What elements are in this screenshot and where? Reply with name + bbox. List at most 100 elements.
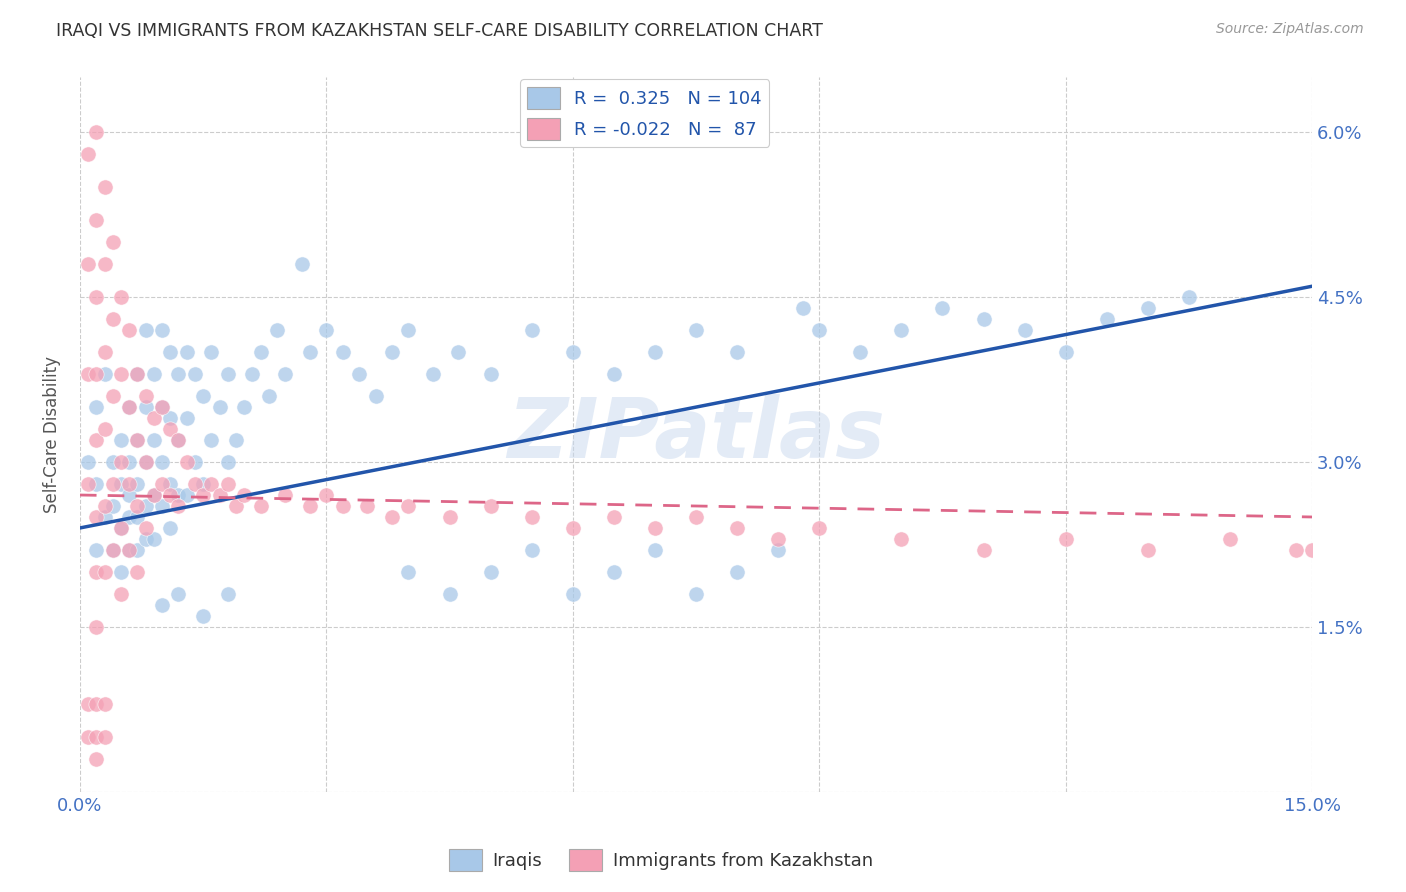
Point — [332, 345, 354, 359]
Point — [118, 323, 141, 337]
Point — [217, 367, 239, 381]
Point — [603, 367, 626, 381]
Point — [685, 323, 707, 337]
Point — [77, 257, 100, 271]
Point — [150, 323, 173, 337]
Point — [266, 323, 288, 337]
Point — [142, 532, 165, 546]
Point — [381, 510, 404, 524]
Point — [191, 488, 214, 502]
Point — [298, 345, 321, 359]
Point — [200, 477, 222, 491]
Point — [110, 477, 132, 491]
Point — [167, 433, 190, 447]
Point — [217, 477, 239, 491]
Point — [167, 433, 190, 447]
Point — [118, 455, 141, 469]
Point — [422, 367, 444, 381]
Point — [150, 598, 173, 612]
Point — [1219, 532, 1241, 546]
Point — [644, 521, 666, 535]
Point — [118, 477, 141, 491]
Point — [725, 345, 748, 359]
Point — [135, 400, 157, 414]
Point — [644, 543, 666, 558]
Point — [101, 235, 124, 250]
Point — [1285, 543, 1308, 558]
Point — [225, 499, 247, 513]
Point — [242, 367, 264, 381]
Point — [118, 400, 141, 414]
Point — [191, 477, 214, 491]
Point — [184, 455, 207, 469]
Point — [167, 367, 190, 381]
Point — [439, 587, 461, 601]
Point — [127, 367, 149, 381]
Point — [77, 147, 100, 161]
Point — [93, 367, 115, 381]
Point — [150, 499, 173, 513]
Point — [127, 367, 149, 381]
Point — [808, 521, 831, 535]
Point — [191, 389, 214, 403]
Point — [135, 323, 157, 337]
Point — [101, 543, 124, 558]
Point — [93, 257, 115, 271]
Point — [447, 345, 470, 359]
Point — [118, 543, 141, 558]
Point — [792, 301, 814, 316]
Point — [159, 345, 181, 359]
Point — [973, 312, 995, 326]
Point — [127, 543, 149, 558]
Legend: Iraqis, Immigrants from Kazakhstan: Iraqis, Immigrants from Kazakhstan — [441, 842, 880, 879]
Point — [110, 455, 132, 469]
Point — [93, 565, 115, 579]
Point — [520, 323, 543, 337]
Point — [725, 565, 748, 579]
Point — [142, 367, 165, 381]
Point — [84, 620, 107, 634]
Point — [150, 400, 173, 414]
Point — [84, 367, 107, 381]
Point — [142, 488, 165, 502]
Point — [298, 499, 321, 513]
Point — [233, 488, 256, 502]
Point — [135, 455, 157, 469]
Point — [101, 455, 124, 469]
Text: ZIPatlas: ZIPatlas — [508, 394, 884, 475]
Point — [890, 323, 912, 337]
Point — [101, 499, 124, 513]
Point — [1301, 543, 1323, 558]
Point — [315, 488, 337, 502]
Point — [561, 345, 583, 359]
Point — [159, 521, 181, 535]
Point — [135, 455, 157, 469]
Point — [77, 367, 100, 381]
Point — [118, 400, 141, 414]
Point — [135, 532, 157, 546]
Point — [184, 477, 207, 491]
Point — [479, 565, 502, 579]
Point — [725, 521, 748, 535]
Point — [1095, 312, 1118, 326]
Point — [127, 565, 149, 579]
Point — [93, 730, 115, 744]
Point — [766, 532, 789, 546]
Point — [233, 400, 256, 414]
Point — [159, 488, 181, 502]
Point — [84, 477, 107, 491]
Point — [479, 499, 502, 513]
Point — [110, 521, 132, 535]
Point — [118, 488, 141, 502]
Point — [93, 180, 115, 194]
Point — [849, 345, 872, 359]
Point — [127, 499, 149, 513]
Point — [84, 697, 107, 711]
Point — [77, 455, 100, 469]
Point — [110, 587, 132, 601]
Point — [644, 345, 666, 359]
Point — [84, 730, 107, 744]
Point — [93, 697, 115, 711]
Point — [1136, 301, 1159, 316]
Point — [93, 422, 115, 436]
